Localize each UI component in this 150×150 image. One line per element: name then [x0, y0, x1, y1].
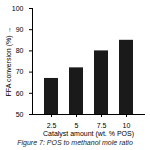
svg-text:2.5: 2.5	[47, 122, 57, 129]
svg-text:70: 70	[16, 68, 24, 75]
svg-text:100: 100	[12, 5, 24, 12]
svg-text:80: 80	[16, 47, 24, 54]
html-text:Figure 7: POS to methanol mole: Figure 7: POS to methanol mole ratio	[17, 139, 133, 146]
svg-text:Catalyst amount (wt. % POS): Catalyst amount (wt. % POS)	[43, 130, 134, 138]
svg-text:10: 10	[123, 122, 131, 129]
svg-text:90: 90	[16, 26, 24, 33]
svg-text:60: 60	[16, 90, 24, 97]
svg-text:5: 5	[75, 122, 79, 129]
svg-text:7.5: 7.5	[97, 122, 107, 129]
svg-text:50: 50	[16, 111, 24, 118]
svg-text:FFA conversion (%) →: FFA conversion (%) →	[5, 26, 13, 96]
